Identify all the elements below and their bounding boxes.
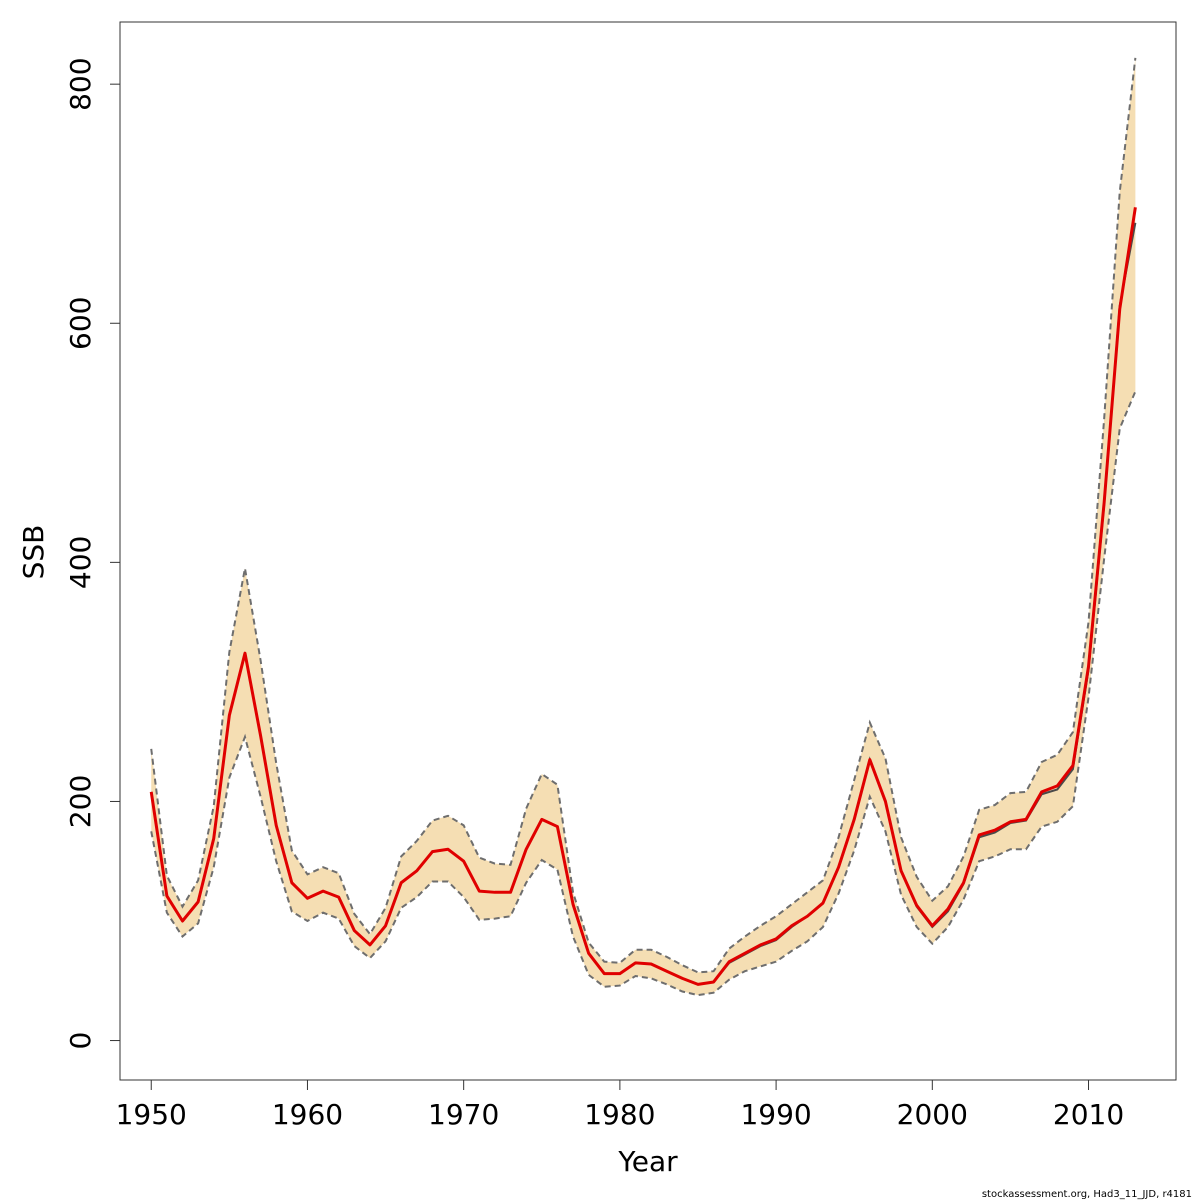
confidence-band-area — [151, 57, 1136, 996]
x-tick-label: 2010 — [1053, 1098, 1124, 1131]
plot-frame — [119, 21, 1177, 1081]
x-tick-label: 2000 — [897, 1098, 968, 1131]
y-axis-label: SSB — [17, 525, 50, 580]
series-lines — [149, 57, 1137, 997]
x-tick-label: 1990 — [740, 1098, 811, 1131]
y-axis: 0 200 400 600 800 — [64, 57, 121, 1050]
confidence-band — [151, 57, 1136, 996]
upper-bound-line — [150, 57, 1137, 974]
estimate-line — [149, 207, 1137, 986]
y-tick-label: 600 — [64, 297, 97, 350]
x-tick-label: 1980 — [584, 1098, 655, 1131]
x-axis-label: Year — [617, 1145, 678, 1178]
footer-credit: stockassessment.org, Had3_11_JJD, r4181 — [982, 1189, 1192, 1200]
x-axis: 1950 1960 1970 1980 1990 2000 2010 — [116, 1079, 1124, 1131]
y-tick-label: 400 — [64, 536, 97, 589]
x-tick-label: 1950 — [116, 1098, 187, 1131]
y-tick-label: 800 — [64, 57, 97, 110]
y-tick-label: 0 — [64, 1032, 97, 1050]
x-tick-label: 1960 — [272, 1098, 343, 1131]
y-tick-label: 200 — [64, 775, 97, 828]
x-tick-label: 1970 — [428, 1098, 499, 1131]
lower-bound-line — [150, 391, 1137, 997]
